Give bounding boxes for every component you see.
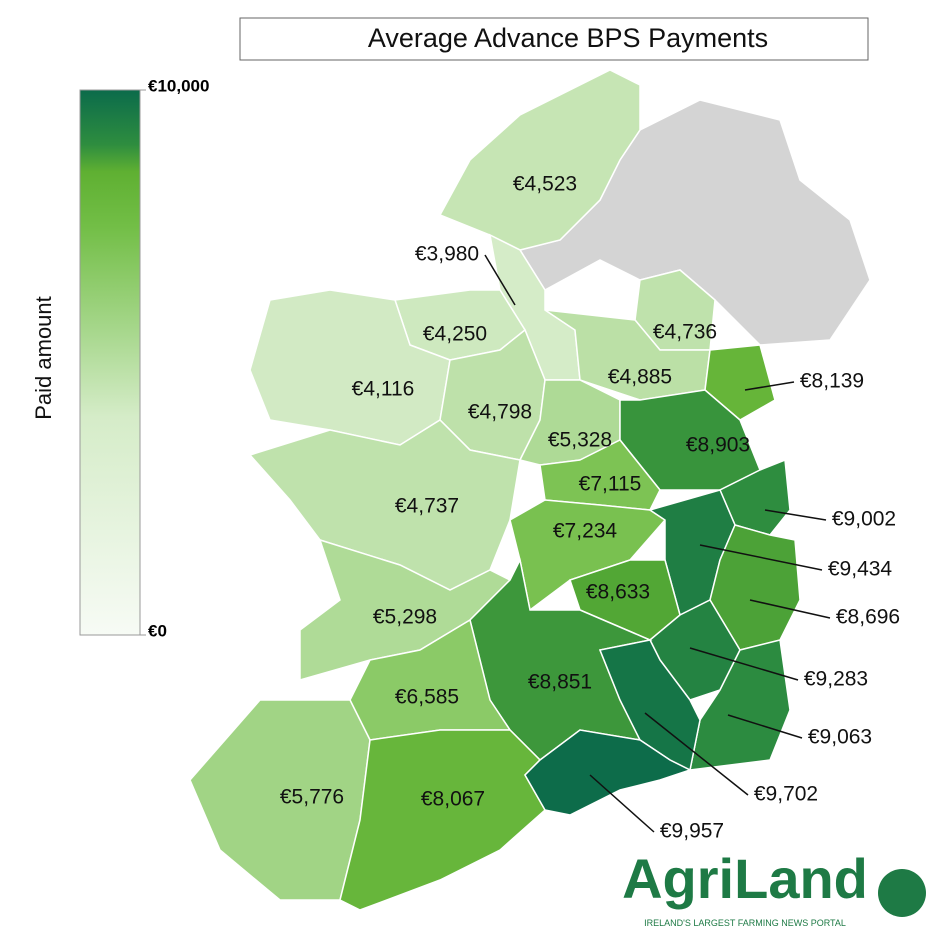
counties <box>189 69 801 911</box>
county <box>524 729 692 816</box>
chart-title: Average Advance BPS Payments <box>368 23 768 53</box>
value-label: €9,434 <box>828 558 893 581</box>
value-label: €4,737 <box>395 495 459 518</box>
leader-line <box>764 509 827 521</box>
leader-line <box>744 381 795 391</box>
title-box <box>239 17 869 61</box>
value-label: €4,798 <box>468 401 532 424</box>
value-label: €3,980 <box>415 243 479 266</box>
county <box>704 344 776 421</box>
value-label: €4,885 <box>608 366 672 389</box>
value-label: €4,523 <box>513 173 577 196</box>
value-label: €8,139 <box>800 370 864 393</box>
colorbar-tick-label: €0 <box>148 621 167 640</box>
value-label: €8,903 <box>686 434 750 457</box>
value-label: €8,696 <box>836 606 900 629</box>
logo: AgriLand <box>622 847 868 910</box>
value-label: €4,736 <box>653 321 717 344</box>
value-label: €7,234 <box>553 520 618 543</box>
county <box>689 639 791 771</box>
leader-line <box>484 254 516 306</box>
value-label: €8,067 <box>421 788 485 811</box>
value-label: €9,002 <box>832 508 896 531</box>
value-label: €6,585 <box>395 686 459 709</box>
logo-tagline: IRELAND'S LARGEST FARMING NEWS PORTAL <box>644 918 846 928</box>
colorbar-tick-label: €10,000 <box>148 76 209 95</box>
value-label: €4,250 <box>423 323 487 346</box>
value-label: €9,283 <box>804 668 868 691</box>
colorbar-label: Paid amount <box>31 296 56 420</box>
value-label: €7,115 <box>579 473 642 496</box>
leader-line <box>689 647 799 681</box>
leader-line <box>589 774 655 833</box>
county <box>339 729 546 911</box>
value-label: €8,851 <box>528 671 592 694</box>
value-label: €5,298 <box>373 606 437 629</box>
value-label: €8,633 <box>586 581 650 604</box>
colorbar <box>79 89 141 636</box>
value-label: €9,957 <box>660 820 724 843</box>
value-label: €4,116 <box>352 378 415 401</box>
leader-line <box>699 544 823 571</box>
value-label: €9,702 <box>754 783 818 806</box>
value-label: €5,328 <box>548 429 612 452</box>
logo-icon <box>878 869 926 917</box>
leader-line <box>727 714 803 739</box>
value-label: €9,063 <box>808 726 872 749</box>
leader-line <box>749 599 831 619</box>
value-label: €5,776 <box>280 786 344 809</box>
leader-line <box>644 712 749 796</box>
